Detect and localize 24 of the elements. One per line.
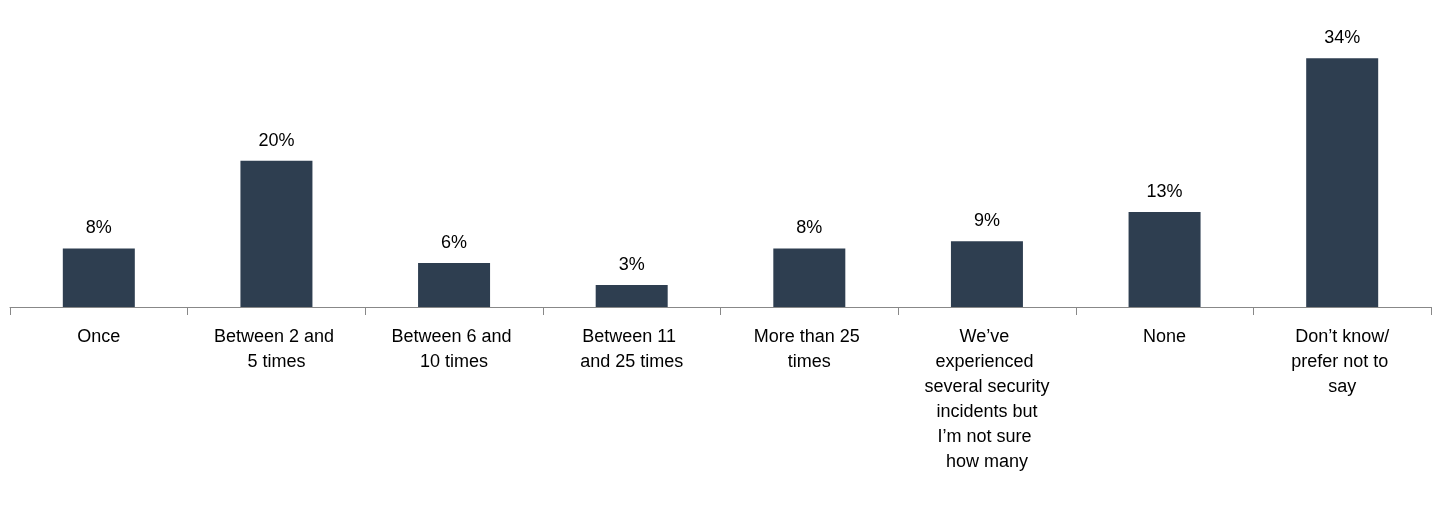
data-label: 9% (973, 210, 1000, 231)
x-tick-label: Don’t know/prefer not to say (1291, 325, 1394, 396)
bar (950, 241, 1023, 307)
data-label: 13% (1146, 180, 1183, 201)
x-tick-label: We’ve experienced several security incidents but I’m not sure how many (924, 325, 1050, 471)
bar (595, 285, 668, 307)
data-label: 6% (441, 232, 468, 253)
x-tick-label: More than 25 times (753, 325, 865, 371)
data-label: 8% (85, 217, 112, 238)
data-label: 34% (1324, 27, 1361, 48)
bar (1306, 58, 1379, 307)
x-tick-label: Between 2 and 5 times (213, 325, 339, 371)
x-tick-label: None (1143, 325, 1187, 346)
bar (418, 263, 491, 307)
bar (1128, 211, 1201, 307)
x-tick-label: Once (77, 325, 121, 346)
bar (62, 248, 135, 307)
bar (773, 248, 846, 307)
x-tick-label: Between 6 and 10 times (391, 325, 517, 371)
data-label: 3% (618, 254, 645, 275)
x-tick-label: Between 11 and 25 times (580, 325, 684, 371)
data-label: 8% (796, 217, 823, 238)
data-label: 20% (258, 129, 295, 150)
bar (240, 160, 313, 307)
